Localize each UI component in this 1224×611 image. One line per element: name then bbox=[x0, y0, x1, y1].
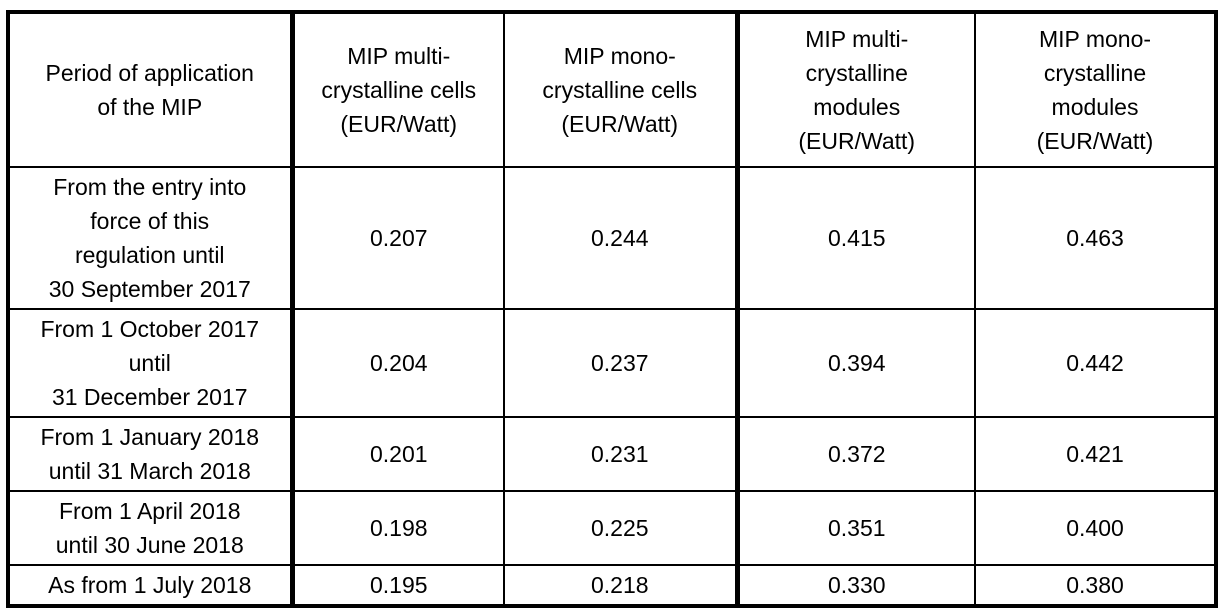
column-header-mono-modules: MIP mono- crystalline modules (EUR/Watt) bbox=[974, 11, 1217, 168]
period-cell: From 1 October 2017 until 31 December 20… bbox=[7, 308, 295, 418]
value-cell: 0.351 bbox=[736, 490, 976, 566]
value-cell: 0.237 bbox=[503, 308, 740, 418]
value-cell: 0.442 bbox=[974, 308, 1217, 418]
value-cell: 0.400 bbox=[974, 490, 1217, 566]
table-header-row: Period of application of the MIP MIP mul… bbox=[7, 11, 1217, 168]
value-cell: 0.201 bbox=[291, 416, 505, 492]
column-header-mono-cells: MIP mono- crystalline cells (EUR/Watt) bbox=[503, 11, 740, 168]
value-cell: 0.380 bbox=[974, 564, 1217, 607]
period-cell: From 1 January 2018 until 31 March 2018 bbox=[7, 416, 295, 492]
period-cell: From 1 April 2018 until 30 June 2018 bbox=[7, 490, 295, 566]
value-cell: 0.198 bbox=[291, 490, 505, 566]
value-cell: 0.231 bbox=[503, 416, 740, 492]
column-header-period: Period of application of the MIP bbox=[7, 11, 295, 168]
column-header-multi-modules: MIP multi- crystalline modules (EUR/Watt… bbox=[736, 11, 976, 168]
period-cell: As from 1 July 2018 bbox=[7, 564, 295, 607]
value-cell: 0.195 bbox=[291, 564, 505, 607]
value-cell: 0.244 bbox=[503, 166, 740, 310]
value-cell: 0.330 bbox=[736, 564, 976, 607]
value-cell: 0.372 bbox=[736, 416, 976, 492]
value-cell: 0.207 bbox=[291, 166, 505, 310]
period-cell: From the entry into force of this regula… bbox=[7, 166, 295, 310]
value-cell: 0.463 bbox=[974, 166, 1217, 310]
column-header-multi-cells: MIP multi- crystalline cells (EUR/Watt) bbox=[291, 11, 505, 168]
table-row: From the entry into force of this regula… bbox=[7, 166, 1217, 310]
table-row: From 1 January 2018 until 31 March 2018 … bbox=[7, 416, 1217, 492]
table-row: From 1 April 2018 until 30 June 2018 0.1… bbox=[7, 490, 1217, 566]
value-cell: 0.225 bbox=[503, 490, 740, 566]
value-cell: 0.394 bbox=[736, 308, 976, 418]
value-cell: 0.421 bbox=[974, 416, 1217, 492]
table-row: As from 1 July 2018 0.195 0.218 0.330 0.… bbox=[7, 564, 1217, 607]
mip-price-table: Period of application of the MIP MIP mul… bbox=[6, 10, 1218, 608]
value-cell: 0.204 bbox=[291, 308, 505, 418]
value-cell: 0.218 bbox=[503, 564, 740, 607]
table-row: From 1 October 2017 until 31 December 20… bbox=[7, 308, 1217, 418]
value-cell: 0.415 bbox=[736, 166, 976, 310]
